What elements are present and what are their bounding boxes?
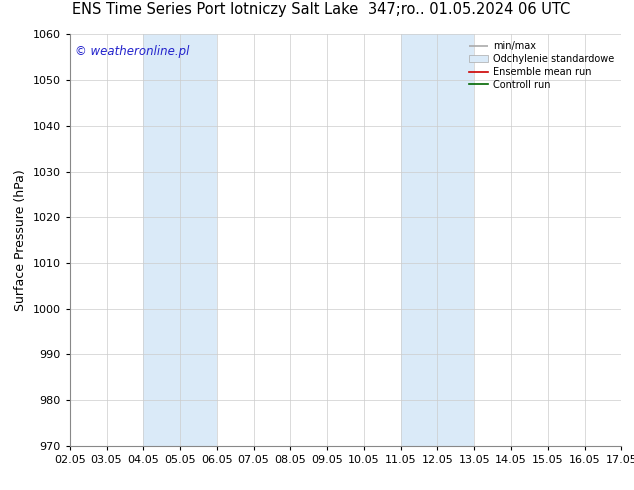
Text: ENS Time Series Port lotniczy Salt Lake: ENS Time Series Port lotniczy Salt Lake (72, 2, 359, 17)
Text: © weatheronline.pl: © weatheronline.pl (75, 45, 190, 58)
Bar (401, 34, 474, 446)
Y-axis label: Surface Pressure (hPa): Surface Pressure (hPa) (14, 169, 27, 311)
Bar (143, 34, 217, 446)
Text: 347;ro.. 01.05.2024 06 UTC: 347;ro.. 01.05.2024 06 UTC (368, 2, 571, 17)
Legend: min/max, Odchylenie standardowe, Ensemble mean run, Controll run: min/max, Odchylenie standardowe, Ensembl… (465, 37, 618, 94)
